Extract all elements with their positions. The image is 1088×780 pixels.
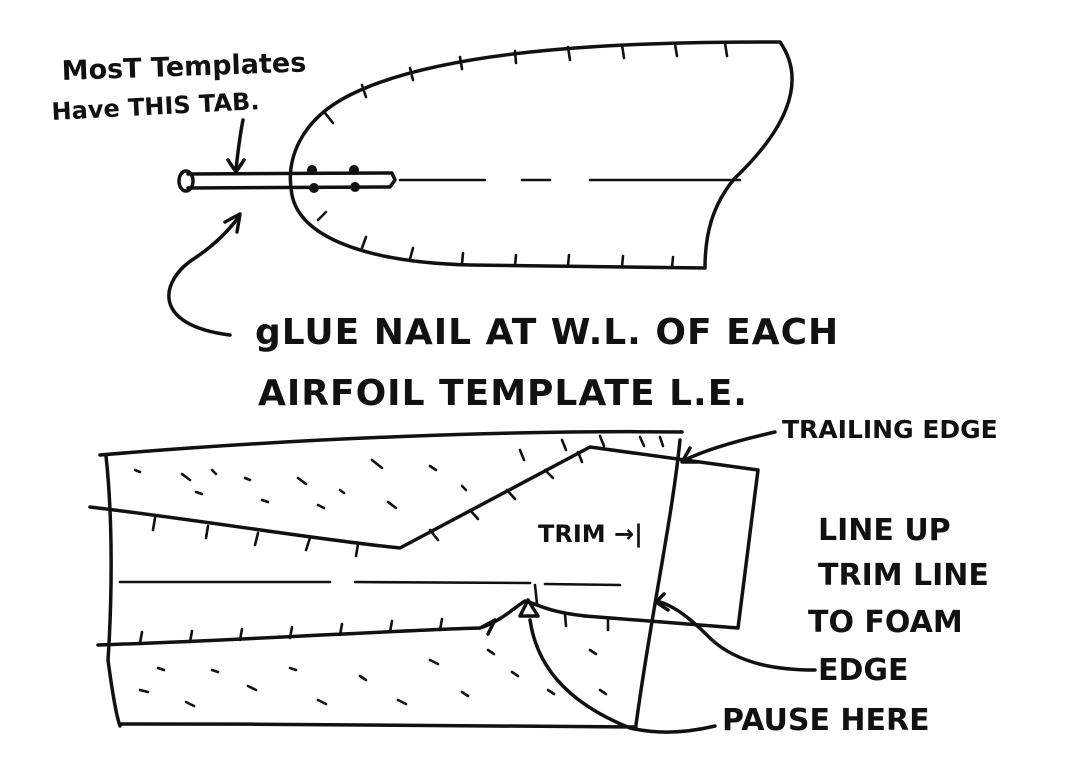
foam-waterline [118, 580, 622, 606]
label-line-up-3: TO FOAM [808, 605, 963, 640]
nail-head [177, 169, 195, 193]
trailing-edge-arrow [683, 430, 777, 462]
pause-here-arc [528, 618, 717, 734]
label-most-templates-1: MosT Templates [61, 47, 307, 87]
airfoil-template-top [167, 40, 794, 337]
top-template-ticks [151, 450, 584, 558]
tab-rivets [307, 165, 360, 193]
arrow-to-tab-head [226, 158, 246, 174]
foam-left-edge [104, 454, 122, 728]
label-trim: TRIM →| [538, 520, 643, 548]
foam-texture-upper [133, 458, 468, 510]
foam-core-bottom [88, 429, 817, 734]
label-line-up-4: EDGE [818, 653, 909, 688]
arrow-to-tab [234, 118, 245, 172]
line-up-arrow [658, 600, 817, 672]
pause-point-arrow [518, 598, 540, 618]
line-up-arrow-head [654, 592, 670, 612]
label-glue-nail-2: AIRFOIL TEMPLATE L.E. [258, 373, 748, 414]
airfoil-top-ticks [323, 41, 729, 125]
bottom-template-ticks [138, 612, 610, 645]
top-template-line [88, 445, 760, 630]
label-most-templates-2: Have THIS TAB. [51, 87, 260, 126]
trim-direction-arrow [478, 618, 497, 636]
label-trailing-edge: TRAILING EDGE [782, 415, 998, 444]
foam-edge-right [634, 438, 682, 727]
label-line-up-2: TRIM LINE [818, 558, 989, 593]
arrow-to-nail-head [223, 212, 242, 234]
foam-top-ticks [518, 434, 665, 462]
arrow-to-nail [167, 216, 240, 337]
foam-top-edge [98, 429, 684, 457]
label-line-up-1: LINE UP [818, 513, 951, 548]
trailing-edge-arrow-head [680, 446, 700, 464]
label-glue-nail-1: gLUE NAIL AT W.L. OF EACH [255, 312, 839, 353]
foam-texture-lower [138, 648, 608, 708]
foam-bottom-edge [118, 722, 638, 729]
label-pause-here: PAUSE HERE [722, 703, 930, 738]
airfoil-template-outline [288, 40, 794, 270]
template-tab [186, 171, 397, 190]
airfoil-bottom-ticks [316, 210, 675, 270]
